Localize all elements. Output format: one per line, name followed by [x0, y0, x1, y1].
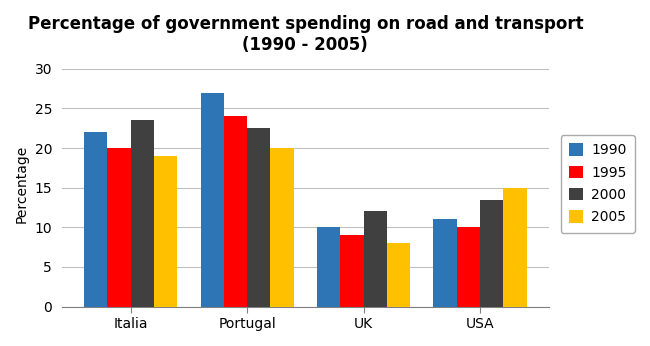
Bar	[247, 128, 270, 307]
Bar	[200, 93, 224, 307]
Title: Percentage of government spending on road and transport
(1990 - 2005): Percentage of government spending on roa…	[27, 15, 583, 54]
Bar	[363, 211, 387, 307]
Bar	[457, 227, 480, 307]
Bar	[270, 148, 294, 307]
Bar	[131, 120, 154, 307]
Bar	[107, 148, 131, 307]
Legend: 1990, 1995, 2000, 2005: 1990, 1995, 2000, 2005	[560, 135, 635, 233]
Bar	[317, 227, 340, 307]
Bar	[154, 156, 177, 307]
Bar	[84, 132, 107, 307]
Bar	[224, 116, 247, 307]
Bar	[480, 200, 503, 307]
Bar	[340, 235, 363, 307]
Y-axis label: Percentage: Percentage	[15, 145, 29, 223]
Bar	[503, 188, 526, 307]
Bar	[434, 219, 457, 307]
Bar	[387, 243, 410, 307]
